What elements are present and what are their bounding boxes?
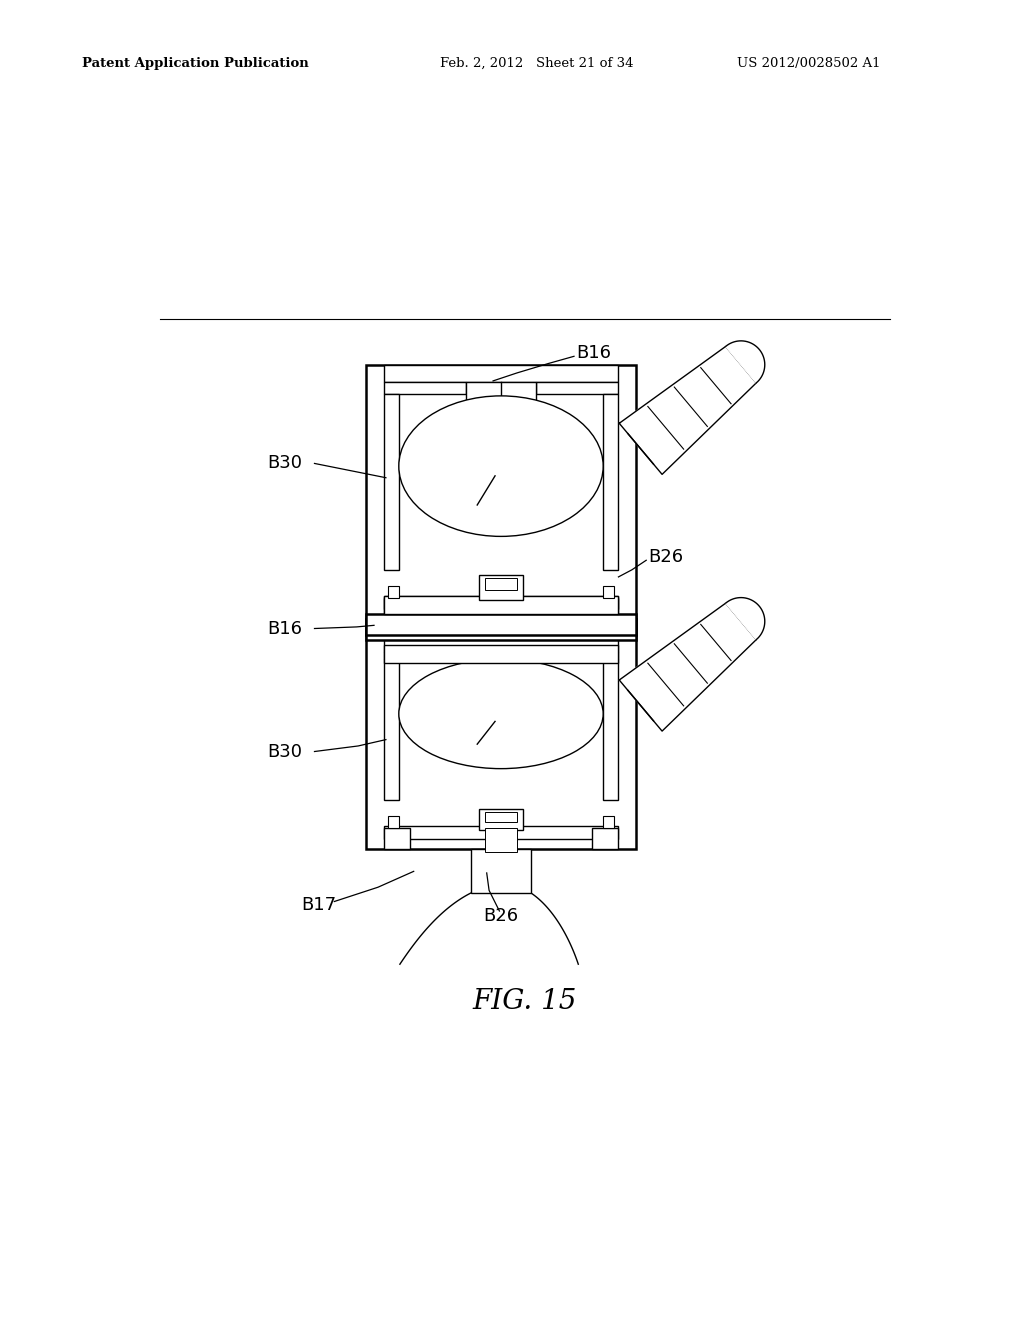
Bar: [384, 826, 618, 838]
Bar: [367, 619, 636, 640]
Bar: [479, 809, 522, 830]
Polygon shape: [471, 849, 530, 892]
Text: B17: B17: [301, 896, 336, 913]
Bar: [602, 816, 613, 829]
Bar: [592, 828, 618, 849]
Text: Feb. 2, 2012   Sheet 21 of 34: Feb. 2, 2012 Sheet 21 of 34: [440, 57, 634, 70]
Ellipse shape: [398, 396, 603, 536]
Bar: [484, 812, 517, 821]
Ellipse shape: [398, 659, 603, 768]
Bar: [388, 586, 399, 598]
Bar: [367, 366, 636, 619]
Bar: [367, 635, 636, 849]
Bar: [484, 578, 517, 590]
Bar: [384, 598, 410, 619]
Bar: [388, 816, 399, 829]
Bar: [384, 366, 618, 383]
Text: Patent Application Publication: Patent Application Publication: [82, 57, 308, 70]
Bar: [603, 660, 618, 800]
Bar: [384, 828, 410, 849]
Bar: [367, 614, 636, 635]
Text: FIG. 15: FIG. 15: [473, 987, 577, 1015]
Bar: [384, 597, 618, 614]
Text: B26: B26: [483, 907, 519, 925]
Bar: [384, 660, 399, 800]
Text: US 2012/0028502 A1: US 2012/0028502 A1: [737, 57, 881, 70]
Bar: [484, 829, 517, 853]
Text: B30: B30: [267, 743, 302, 760]
Bar: [537, 383, 618, 395]
Text: B16: B16: [267, 619, 302, 638]
Text: B26: B26: [648, 548, 683, 566]
Bar: [592, 598, 618, 619]
Text: B30: B30: [267, 454, 302, 473]
Bar: [384, 395, 399, 570]
Bar: [603, 395, 618, 570]
Bar: [384, 645, 618, 663]
Bar: [479, 574, 522, 599]
Bar: [602, 586, 613, 598]
Polygon shape: [620, 603, 757, 731]
Bar: [466, 652, 537, 667]
Bar: [537, 652, 618, 660]
Bar: [384, 597, 618, 609]
Text: B16: B16: [577, 345, 611, 362]
Polygon shape: [620, 346, 757, 474]
Polygon shape: [726, 341, 765, 383]
Bar: [384, 652, 466, 660]
Polygon shape: [726, 598, 765, 640]
Bar: [466, 383, 537, 403]
Bar: [384, 635, 618, 652]
Bar: [384, 383, 466, 395]
